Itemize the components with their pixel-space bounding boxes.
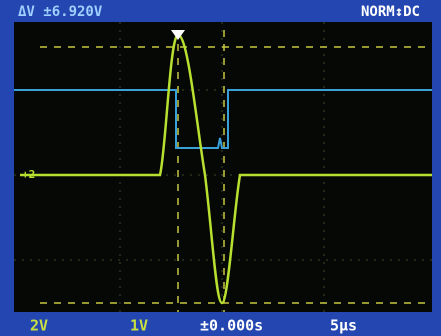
- trigger-mode: NORM↕DC: [361, 4, 420, 20]
- page: +2 ΔV ±6.920V NORM↕DC 2V 1V ±0.000s 5µs …: [0, 0, 441, 336]
- ch1-scale: 2V: [30, 317, 48, 335]
- channel-marker: +2: [22, 168, 35, 181]
- scope-screen: +2 ΔV ±6.920V NORM↕DC 2V 1V ±0.000s 5µs: [0, 0, 441, 336]
- display: [14, 22, 432, 312]
- measurement: ΔV ±6.920V: [18, 4, 103, 20]
- delay: ±0.000s: [200, 317, 263, 335]
- timebase: 5µs: [330, 317, 357, 335]
- ch2-scale: 1V: [130, 317, 148, 335]
